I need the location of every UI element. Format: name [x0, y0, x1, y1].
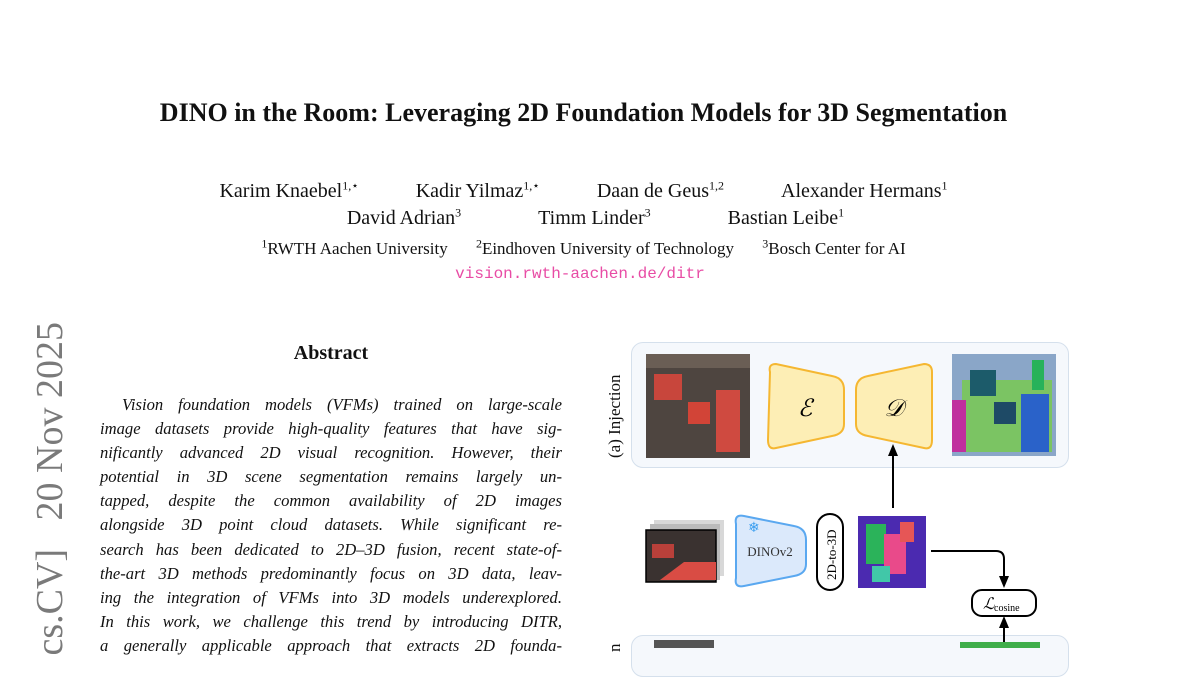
dinov2-block	[734, 514, 807, 588]
encoder-block	[766, 362, 845, 450]
author: Bastian Leibe1	[727, 205, 845, 229]
authors-row-1: Karim Knaebel1,⋆ Kadir Yilmaz1,⋆ Daan de…	[0, 178, 1167, 203]
author: Karim Knaebel1,⋆	[219, 178, 359, 202]
affiliations: 1RWTH Aachen University 2Eindhoven Unive…	[261, 236, 906, 258]
author: David Adrian3	[346, 205, 462, 229]
author: Daan de Geus1,2	[596, 178, 724, 202]
loss-subscript: cosine	[994, 603, 1020, 614]
encoder-label: ℰ	[798, 396, 815, 422]
input-image-stack	[645, 520, 724, 583]
lifting-label: 2D-to-3D	[824, 529, 839, 580]
teaser-figure: (a) Injection n ℰ 𝒟 ❄ DINOv2 2D-to-3D	[600, 330, 1080, 677]
author: Kadir Yilmaz1,⋆	[415, 178, 540, 202]
paper-title: DINO in the Room: Leveraging 2D Foundati…	[159, 98, 1008, 127]
snowflake-icon: ❄	[748, 521, 760, 536]
author: Timm Linder3	[538, 205, 651, 229]
abstract-body: Vision foundation models (VFMs) trained …	[100, 395, 562, 655]
input-pointcloud-image	[646, 354, 750, 458]
dinov2-label: DINOv2	[747, 544, 793, 559]
lifted-features-image	[858, 516, 926, 588]
lifting-block	[816, 513, 844, 591]
loss-symbol: ℒ	[983, 596, 995, 613]
abstract-heading: Abstract	[293, 342, 369, 364]
segmentation-output-image	[952, 354, 1056, 456]
decoder-block	[855, 362, 933, 450]
feature-arrow	[931, 550, 1005, 578]
figure-graphics: ℰ 𝒟 ❄ DINOv2 2D-to-3D ℒ cosine	[645, 354, 1056, 648]
author: Alexander Hermans1	[781, 178, 948, 202]
project-link[interactable]: vision.rwth-aachen.de/ditr	[455, 265, 705, 283]
arxiv-identifier: cs.CV] 20 Nov 2025	[29, 322, 71, 656]
authors-row-2: David Adrian3 Timm Linder3 Bastian Leibe…	[0, 205, 1179, 230]
